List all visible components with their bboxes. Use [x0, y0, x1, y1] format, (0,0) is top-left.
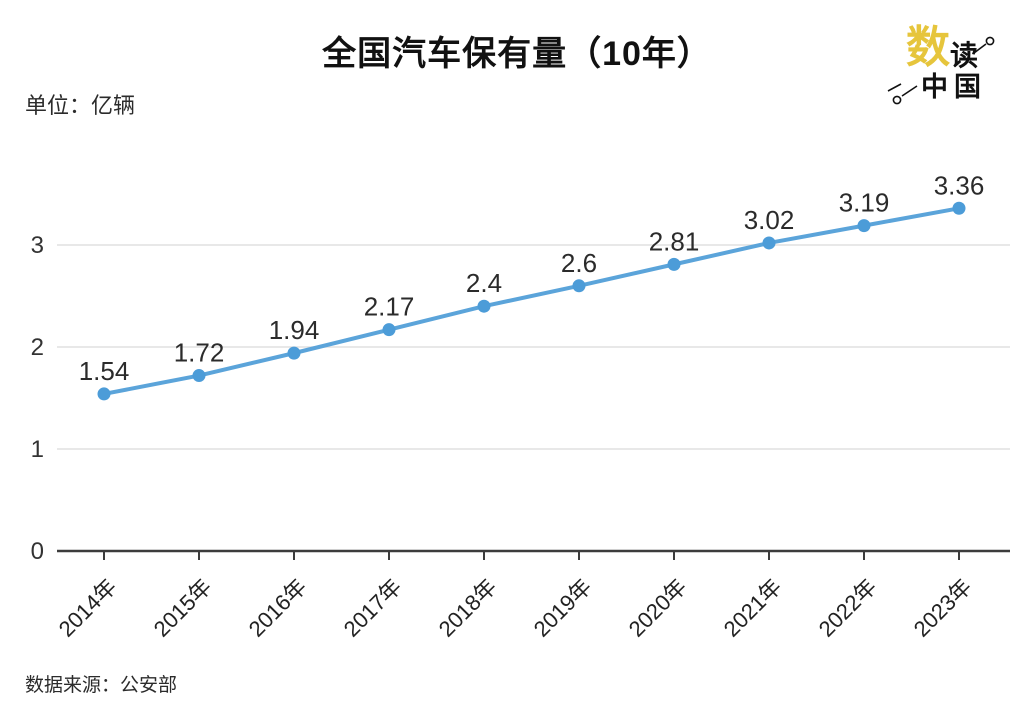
x-tick-label: 2015年: [149, 574, 217, 642]
data-point-marker: [762, 236, 776, 250]
chart-title: 全国汽车保有量（10年）: [322, 35, 712, 73]
data-point-marker: [97, 387, 111, 401]
data-point-marker: [952, 201, 966, 215]
data-point-marker: [287, 346, 301, 360]
data-point-label: 3.19: [839, 188, 890, 218]
x-tick-label: 2017年: [339, 574, 407, 642]
x-tick-label: 2022年: [814, 574, 882, 642]
y-tick-label: 3: [31, 232, 44, 259]
x-tick-label: 2021年: [719, 574, 787, 642]
data-point-marker: [192, 369, 206, 383]
data-point-label: 1.72: [174, 338, 225, 368]
data-point-label: 1.54: [79, 356, 130, 386]
data-point-label: 2.6: [561, 248, 597, 278]
x-tick-label: 2018年: [434, 574, 502, 642]
line-chart: 2014年 2015年 2016年 2017年 2018年 2019年 2020年 2021年…: [31, 170, 1010, 642]
x-tick-label: 2014年: [54, 574, 122, 642]
logo-line-circle-decoration: [887, 36, 995, 105]
data-line: [102, 206, 961, 396]
data-point-label: 3.02: [744, 205, 795, 235]
y-tick-label: 1: [31, 436, 44, 463]
data-point-label: 2.81: [649, 226, 700, 256]
source-label: 数据来源：公安部: [25, 675, 178, 696]
data-point-marker: [477, 299, 491, 313]
data-point-marker: [857, 219, 871, 233]
shudu-zhongguo-logo: 数 读 中国: [876, 18, 1016, 118]
data-point-label: 2.4: [466, 268, 502, 298]
data-point-marker: [382, 323, 396, 337]
x-tick-label: 2023年: [909, 574, 977, 642]
logo-char-zhongguo: 中国: [921, 72, 987, 102]
data-point-label: 2.17: [364, 292, 415, 322]
x-tick-label: 2020年: [624, 574, 692, 642]
data-point-label: 3.36: [934, 170, 985, 200]
x-tick-label: 2016年: [244, 574, 312, 642]
logo-char-du: 读: [950, 40, 979, 71]
logo-char-shu: 数: [906, 23, 950, 72]
y-tick-label: 2: [31, 334, 44, 361]
y-tick-label: 0: [31, 538, 44, 565]
unit-label: 单位：亿辆: [25, 93, 136, 118]
data-point-marker: [572, 279, 586, 293]
data-point-marker: [667, 257, 681, 271]
x-tick-label: 2019年: [529, 574, 597, 642]
data-point-label: 1.94: [269, 315, 320, 345]
